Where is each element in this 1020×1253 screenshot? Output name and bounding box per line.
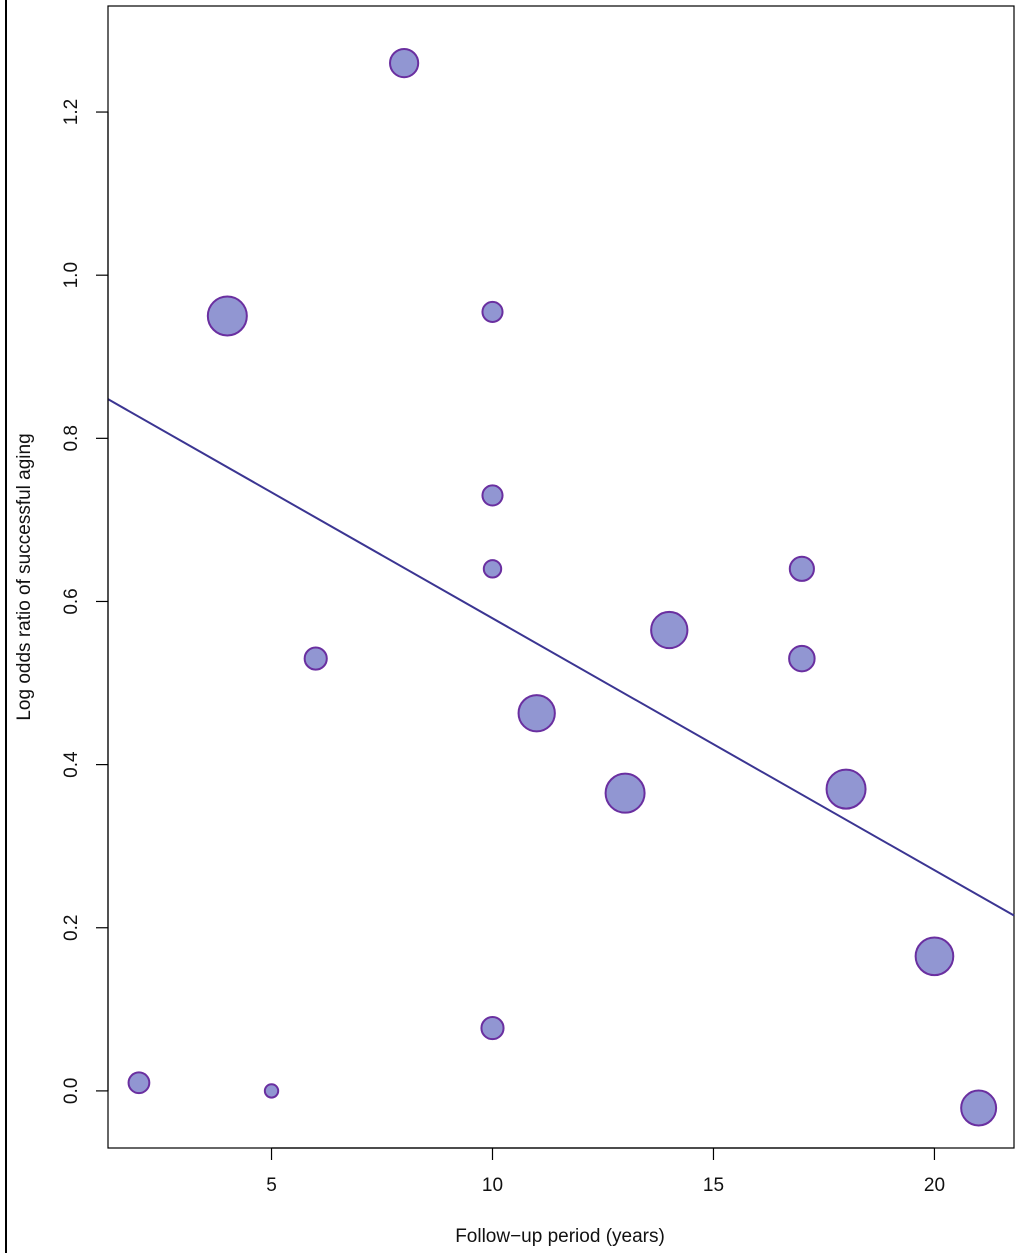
y-axis-label: Log odds ratio of successful aging [14, 433, 35, 720]
data-point [604, 772, 646, 814]
data-point [389, 48, 420, 79]
y-tick-label: 1.2 [61, 99, 82, 125]
data-point [481, 484, 504, 507]
y-tick-label: 0.6 [61, 588, 82, 614]
data-point [914, 936, 955, 977]
x-tick-label: 5 [266, 1175, 277, 1196]
data-point [960, 1089, 998, 1127]
data-point [788, 644, 816, 673]
x-axis-label: Follow−up period (years) [455, 1226, 665, 1247]
data-point [517, 694, 556, 733]
data-point [303, 646, 328, 671]
data-point [482, 559, 503, 579]
x-tick-label: 20 [924, 1175, 945, 1196]
x-tick-label: 10 [482, 1175, 503, 1196]
data-point [127, 1071, 151, 1095]
y-tick-label: 0.0 [61, 1078, 82, 1104]
y-axis: 0.0 0.2 0.4 0.6 0.8 1.0 1.2 [61, 99, 109, 1104]
x-tick-label: 15 [703, 1175, 724, 1196]
data-point [788, 555, 815, 582]
data-point [481, 300, 504, 323]
plot-frame [107, 5, 1015, 1149]
data-point [206, 295, 248, 337]
points-layer [127, 48, 998, 1127]
data-point [650, 610, 689, 650]
data-point [263, 1083, 280, 1099]
y-tick-label: 0.8 [61, 425, 82, 451]
x-axis: 5 10 15 20 [266, 1147, 945, 1196]
y-tick-label: 0.4 [61, 751, 82, 778]
regression-layer [107, 398, 1015, 917]
y-tick-label: 1.0 [61, 262, 82, 288]
data-point [825, 768, 867, 810]
data-point [480, 1016, 505, 1041]
regression-line [107, 398, 1015, 917]
y-tick-label: 0.2 [61, 915, 82, 941]
